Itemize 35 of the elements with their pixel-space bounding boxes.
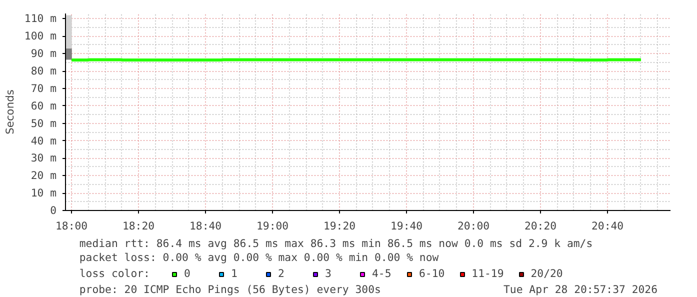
legend-label: 0 xyxy=(184,267,192,280)
y-tick-label: 10 m xyxy=(30,186,57,200)
y-tick-label: 100 m xyxy=(24,30,56,43)
legend-label: 20/20 xyxy=(530,267,563,280)
legend-label: 3 xyxy=(325,267,332,280)
x-tick-label: 19:20 xyxy=(323,220,356,232)
legend-title: loss color: xyxy=(79,267,150,280)
x-tick-label: 20:20 xyxy=(524,220,557,232)
x-tick-label: 18:20 xyxy=(122,220,155,232)
legend-label: 1 xyxy=(231,267,238,280)
y-tick-label: 30 m xyxy=(30,152,57,165)
y-axis-title: Seconds xyxy=(3,89,16,134)
x-tick-label: 20:40 xyxy=(591,220,624,232)
y-tick-label: 0 xyxy=(50,204,57,217)
x-tick-label: 19:00 xyxy=(256,220,289,232)
y-tick-label: 80 m xyxy=(30,64,57,78)
text: packet loss: 0.00 % avg 0.00 % max 0.00 % min 0.00 % now xyxy=(79,251,440,264)
y-tick-label: 60 m xyxy=(30,99,57,112)
text: probe: 20 ICMP Echo Pings (56 Bytes) every 300s xyxy=(79,283,381,296)
y-tick-label: 90 m xyxy=(30,47,57,60)
text: median rtt: 86.4 ms avg 86.5 ms max 86.3 ms min 86.5 ms now 0.0 ms sd 2.9 k am/s xyxy=(79,237,593,250)
y-tick-label: 50 m xyxy=(30,116,57,130)
x-tick-label: 18:40 xyxy=(189,220,222,232)
x-tick-label: 20:00 xyxy=(457,220,490,232)
legend-label: 4-5 xyxy=(372,267,392,280)
legend-label: 11-19 xyxy=(472,267,504,280)
x-tick-label: 18:00 xyxy=(55,220,88,232)
y-tick-label: 70 m xyxy=(30,82,57,95)
y-tick-label: 20 m xyxy=(30,169,57,182)
legend-label: 2 xyxy=(278,267,286,280)
legend-label: 6-10 xyxy=(419,267,445,280)
y-tick-label: 110 m xyxy=(24,12,56,26)
y-tick-label: 40 m xyxy=(30,134,57,148)
text: Tue Apr 28 20:57:37 2026 xyxy=(504,283,658,296)
x-tick-label: 19:40 xyxy=(390,220,423,232)
